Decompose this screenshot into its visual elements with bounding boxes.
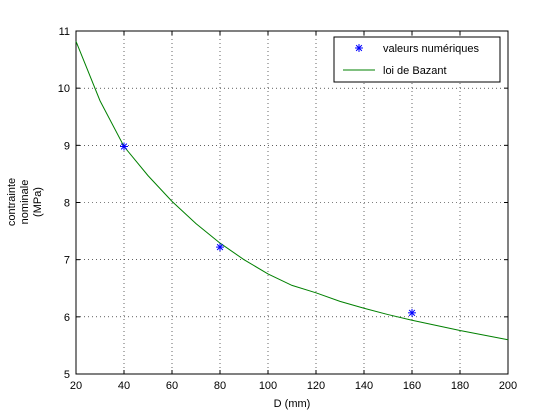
data-point-valeurs-numeriques xyxy=(408,308,416,317)
asterisk-stroke xyxy=(355,44,363,52)
data-point-valeurs-numeriques xyxy=(216,243,224,252)
x-tick-label: 20 xyxy=(70,380,82,392)
x-tick-label: 100 xyxy=(259,380,277,392)
asterisk-stroke xyxy=(120,143,128,150)
x-tick-label: 60 xyxy=(166,380,178,392)
x-tick-label: 40 xyxy=(118,380,130,392)
x-tick-label: 180 xyxy=(451,380,469,392)
x-tick-label: 120 xyxy=(307,380,325,392)
asterisk-stroke xyxy=(216,243,224,251)
y-tick-label: 8 xyxy=(64,198,70,210)
legend-entry-loi-de-bazant: loi de Bazant xyxy=(383,65,447,77)
x-tick-label: 200 xyxy=(499,380,517,392)
grid-layer xyxy=(76,31,508,374)
x-tick-label: 80 xyxy=(214,380,226,392)
y-axis-label-line-3: (MPa) xyxy=(32,187,44,217)
asterisk-stroke xyxy=(408,309,416,317)
x-tick-label: 140 xyxy=(355,380,373,392)
tick-layer: 20 40 60 80 100 120 140 160 180 200 5 6 7 8 9 10 11 xyxy=(58,26,517,392)
y-tick-label: 6 xyxy=(64,312,70,324)
legend-box xyxy=(333,36,501,83)
legend-entry-valeurs-numeriques: valeurs numériques xyxy=(383,43,479,55)
legend-asterisk xyxy=(355,44,363,52)
y-tick-label: 9 xyxy=(64,140,70,152)
x-axis-label: D (mm) xyxy=(274,398,311,410)
y-axis-label-line-1: contrainte xyxy=(6,178,18,226)
y-tick-label: 10 xyxy=(58,83,70,95)
x-tick-label: 160 xyxy=(403,380,421,392)
y-axis-label-line-2: nominale xyxy=(19,180,31,225)
series-layer xyxy=(75,41,509,341)
legend-marker-asterisk xyxy=(355,44,363,52)
legend: valeurs numériques loi de Bazant xyxy=(333,36,501,83)
y-tick-label: 5 xyxy=(64,369,70,381)
series-line-loi-de-bazant xyxy=(75,41,509,341)
y-tick-label: 7 xyxy=(64,255,70,267)
y-tick-label: 11 xyxy=(59,26,70,38)
data-point-valeurs-numeriques xyxy=(120,142,128,151)
